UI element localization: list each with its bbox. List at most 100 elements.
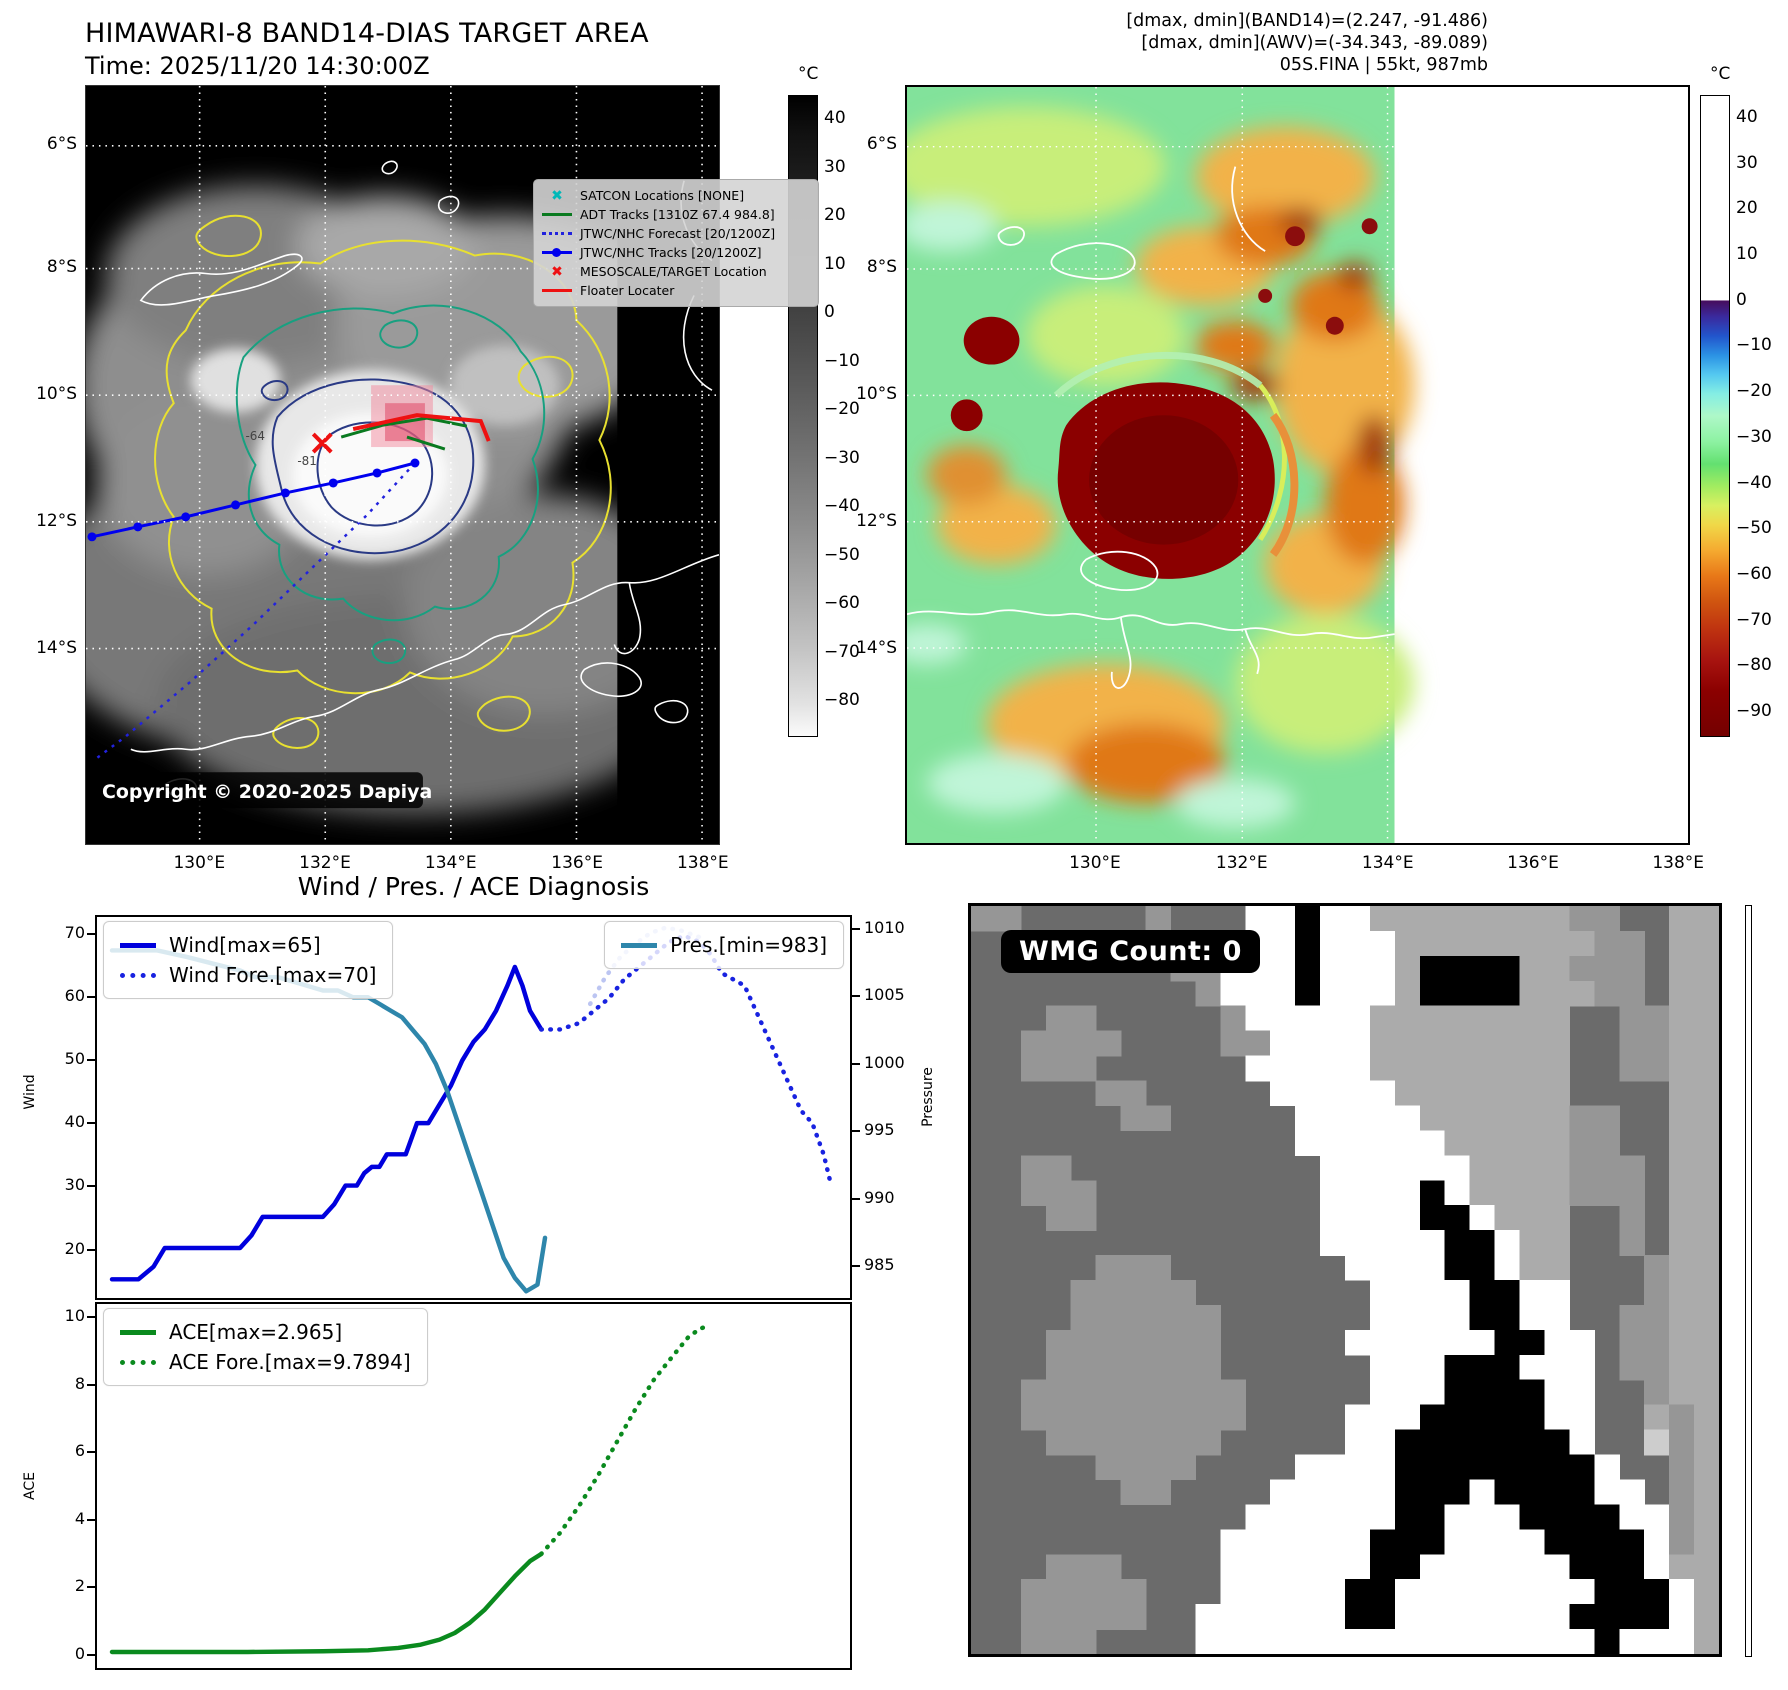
band14-satellite-map: -64 -81 [85,85,819,845]
colorbar-tick-label: −50 [824,544,860,565]
y-right-tick-label: 995 [864,1120,895,1140]
dotted-line-icon [120,972,156,978]
contour-label-81: -81 [297,454,317,468]
colorbar-tick-label: 40 [1736,106,1758,127]
y-left-tick-label: 0 [74,1643,85,1663]
line-dot-icon [542,245,572,261]
colorbar-tick-label: −20 [1736,381,1772,402]
awv-dark-red-spots [1258,218,1378,335]
y-left-tick-label: 6 [74,1441,85,1461]
map-legend-item: ✖ SATCON Locations [NONE] [542,186,810,205]
wmg-count-badge: WMG Count: 0 [1001,930,1260,973]
ace-plot [109,1323,710,1655]
no-data-band-top [86,86,719,138]
lat-tick-label: 8°S [46,257,77,278]
y-right-tick-label: 1005 [864,985,905,1005]
map-legend-item: ADT Tracks [1310Z 67.4 984.8] [542,205,810,224]
tick-mark [87,1451,95,1454]
lat-tick-label: 8°S [866,257,897,278]
colorbar-tick-label: −90 [1736,701,1772,722]
awv-satellite-map [905,85,1690,845]
tick-mark [852,927,860,930]
y-right-tick-label: 990 [864,1187,895,1207]
chart-legend-item: Wind Fore.[max=70] [120,960,376,990]
chart-legend-item: Wind[max=65] [120,930,376,960]
map-legend-label: Floater Locater [580,283,675,298]
mesoscale-target-marker [311,432,333,454]
map-legend-label: SATCON Locations [NONE] [580,188,745,203]
y-left-tick-label: 20 [64,1238,85,1258]
colorbar-tick-label: 30 [1736,152,1758,173]
y-left-tick-label: 60 [64,986,85,1006]
tick-mark [852,1130,860,1133]
colorbar-tick-label: −80 [1736,655,1772,676]
tick-mark [87,1518,95,1521]
series-Wind Fore.[max=70] [539,933,834,1188]
chart-legend: ACE[max=2.965] ACE Fore.[max=9.7894] [103,1308,428,1386]
colorbar-tick-label: 20 [824,205,846,226]
tick-mark [87,996,95,999]
tick-mark [852,1062,860,1065]
line-icon [542,207,572,223]
contour-teal [235,304,546,665]
dmax-dmin-band14: [dmax, dmin](BAND14)=(2.247, -91.486) [1126,11,1488,31]
line-icon [120,942,156,948]
tick-mark [852,995,860,998]
colorbar-tick-label: −70 [1736,609,1772,630]
lon-tick-label: 132°E [299,853,351,873]
series-ACE[max=2.965] [109,1551,544,1655]
tick-mark [87,1383,95,1386]
ace-axis-label: ACE [22,1472,38,1500]
wmg-bitmap [971,906,1719,1654]
floater-track [352,413,491,442]
storm-info-block: [dmax, dmin](BAND14)=(2.247, -91.486) [d… [900,10,1488,76]
spiral-band-arcs [1053,351,1299,557]
y-left-tick-label: 40 [64,1112,85,1132]
dotted-line-icon [542,226,572,242]
colorbar-tick-label: −10 [824,350,860,371]
map-legend-label: ADT Tracks [1310Z 67.4 984.8] [580,207,775,222]
y-left-tick-label: 70 [64,922,85,942]
y-left-tick-label: 50 [64,1049,85,1069]
colorbar-tick-label: 10 [824,253,846,274]
timestamp: Time: 2025/11/20 14:30:00Z [85,52,430,80]
colorbar-tick-label: −10 [1736,335,1772,356]
tick-mark [87,1185,95,1188]
tick-mark [87,1059,95,1062]
series-unlabeled [587,925,702,1007]
colorbar-tick-label: −60 [1736,564,1772,584]
colorbar-tick-label: −80 [824,690,860,711]
lon-tick-label: 138°E [676,853,729,873]
y-left-tick-label: 30 [64,1175,85,1195]
wmg-map: WMG Count: 0 [968,903,1722,1657]
storm-id-intensity: 05S.FINA | 55kt, 987mb [1279,55,1488,75]
series-Pres.[min=983] [109,948,548,1294]
map-legend-item: ✖ MESOSCALE/TARGET Location [542,262,810,281]
tick-mark [87,932,95,935]
lon-tick-label: 136°E [551,853,603,873]
map-legend: ✖ SATCON Locations [NONE] ADT Tracks [1310… [533,179,819,307]
colorbar-tick-label: 10 [1736,244,1758,264]
colorbar-tick-label: −30 [824,447,860,468]
y-right-tick-label: 1010 [864,917,905,937]
colorbar-tick-label: 0 [824,302,835,323]
awv-colorbar [1700,95,1730,737]
colorbar-tick-label: −70 [824,641,860,662]
jtwc-best-track [87,458,420,542]
y-left-tick-label: 4 [74,1508,85,1528]
chart-legend-label: Wind[max=65] [169,933,321,957]
chart-legend-label: ACE[max=2.965] [169,1320,343,1344]
awv-coastlines [907,166,1395,689]
lon-tick-label: 130°E [173,853,226,873]
colorbar-tick-label: −60 [824,593,860,614]
lat-tick-label: 10°S [36,384,77,405]
diagnosis-title: Wind / Pres. / ACE Diagnosis [297,872,650,901]
tick-mark [87,1316,95,1319]
lon-tick-label: 136°E [1507,853,1559,873]
lon-tick-label: 130°E [1069,853,1121,873]
lat-tick-label: 14°S [856,637,897,658]
y-left-tick-label: 10 [64,1306,85,1326]
map-legend-item: Floater Locater [542,281,810,300]
map-legend-label: MESOSCALE/TARGET Location [580,264,767,279]
awv-cloud-field [907,106,1415,829]
